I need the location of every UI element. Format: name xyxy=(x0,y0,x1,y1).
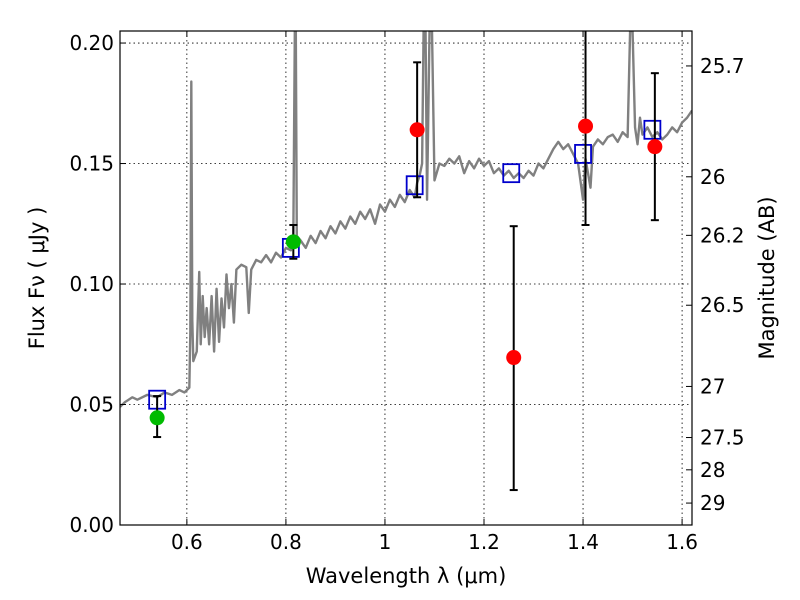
y-tick-label: 0.10 xyxy=(69,272,114,296)
axes-frame xyxy=(119,30,693,526)
y-tick-label: 0.20 xyxy=(69,31,114,55)
model-square-marker xyxy=(574,143,592,164)
plot-area xyxy=(120,31,692,492)
right-axis-label: Magnitude (AB) xyxy=(755,196,779,359)
y-axis-label: Flux Fν ( μJy ) xyxy=(25,207,49,350)
observed-point xyxy=(409,122,425,138)
model-square-marker xyxy=(502,163,521,184)
x-axis-label: Wavelength λ (μm) xyxy=(306,564,507,588)
observed-point xyxy=(506,350,522,366)
x-tick-label: 1 xyxy=(379,530,392,554)
y-tick-label: 0.15 xyxy=(69,152,114,176)
observed-point xyxy=(578,118,594,134)
x-tick-label: 1.2 xyxy=(468,530,500,554)
ticks-layer: 0.6 0.8 1 1.2 1.4 1.6 0.00 0.05 0.10 0.15 0.20 25.7… xyxy=(69,31,745,554)
observed-point xyxy=(285,234,301,250)
right-tick-label: 27.5 xyxy=(700,426,745,450)
right-tick-label: 29 xyxy=(700,491,725,515)
x-tick-label: 0.8 xyxy=(270,530,302,554)
right-tick-label: 28 xyxy=(700,458,725,482)
y-tick-label: 0.00 xyxy=(69,513,114,537)
grid-layer xyxy=(120,31,692,526)
model-square-marker xyxy=(405,175,424,196)
model-square-marker xyxy=(643,119,662,140)
spectrum-line xyxy=(120,31,692,408)
right-tick-label: 26.2 xyxy=(700,223,745,247)
observed-point xyxy=(149,410,165,426)
x-tick-label: 0.6 xyxy=(171,530,203,554)
right-tick-label: 25.7 xyxy=(700,54,745,78)
x-tick-label: 1.4 xyxy=(567,530,599,554)
right-tick-label: 26.5 xyxy=(700,293,745,317)
x-tick-label: 1.6 xyxy=(666,530,698,554)
right-tick-label: 27 xyxy=(700,374,725,398)
observed-point xyxy=(647,139,663,155)
right-tick-label: 26 xyxy=(700,165,725,189)
y-tick-label: 0.05 xyxy=(69,393,114,417)
